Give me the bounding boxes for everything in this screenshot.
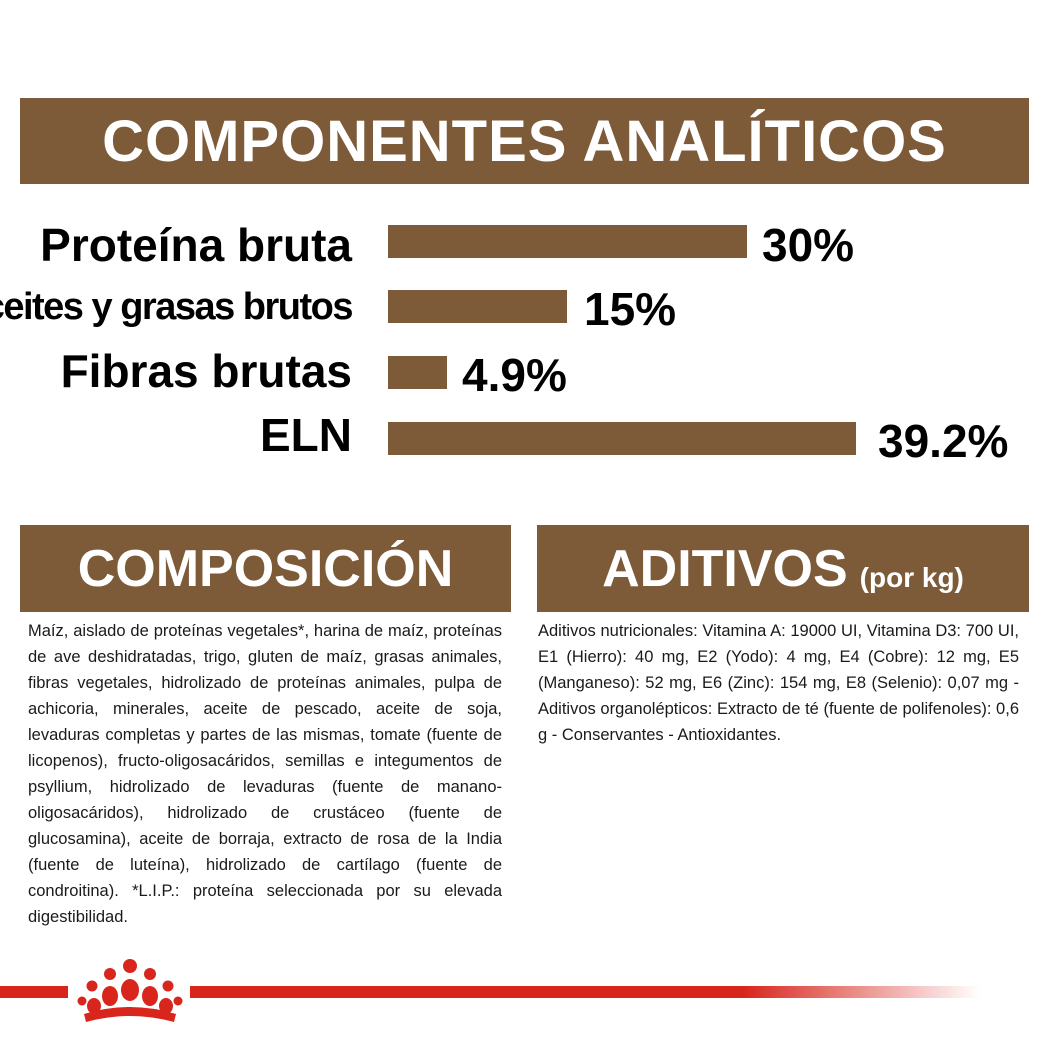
bar-protein — [388, 225, 747, 258]
row-label-fats: Aceites y grasas brutos — [0, 286, 354, 328]
brand-line-left — [0, 986, 68, 998]
bar-fiber — [388, 356, 447, 389]
row-label-protein: Proteína bruta — [40, 219, 352, 271]
composition-text: Maíz, aislado de proteínas vegetales*, h… — [28, 622, 502, 926]
composition-title: COMPOSICIÓN — [77, 539, 454, 598]
value-eln: 39.2% — [878, 415, 1009, 467]
brand-line-right — [190, 986, 980, 998]
additives-title-banner: ADITIVOS (por kg) — [537, 525, 1029, 612]
row-label-eln: ELN — [260, 409, 352, 461]
value-fiber: 4.9% — [462, 349, 567, 401]
royal-canin-crown-icon — [77, 959, 183, 1022]
bar-eln — [388, 422, 857, 455]
value-protein: 30% — [762, 219, 855, 271]
analytics-title: COMPONENTES ANALÍTICOS — [102, 108, 947, 174]
row-label-fiber: Fibras brutas — [60, 345, 352, 397]
analytics-title-banner: COMPONENTES ANALÍTICOS — [20, 98, 1029, 184]
composition-title-banner: COMPOSICIÓN — [20, 525, 511, 612]
additives-text: Aditivos nutricionales: Vitamina A: 1900… — [538, 622, 1019, 744]
additives-subtitle: (por kg) — [859, 561, 964, 593]
additives-title: ADITIVOS — [602, 539, 848, 598]
bar-fats — [388, 290, 568, 323]
value-fats: 15% — [584, 283, 677, 335]
